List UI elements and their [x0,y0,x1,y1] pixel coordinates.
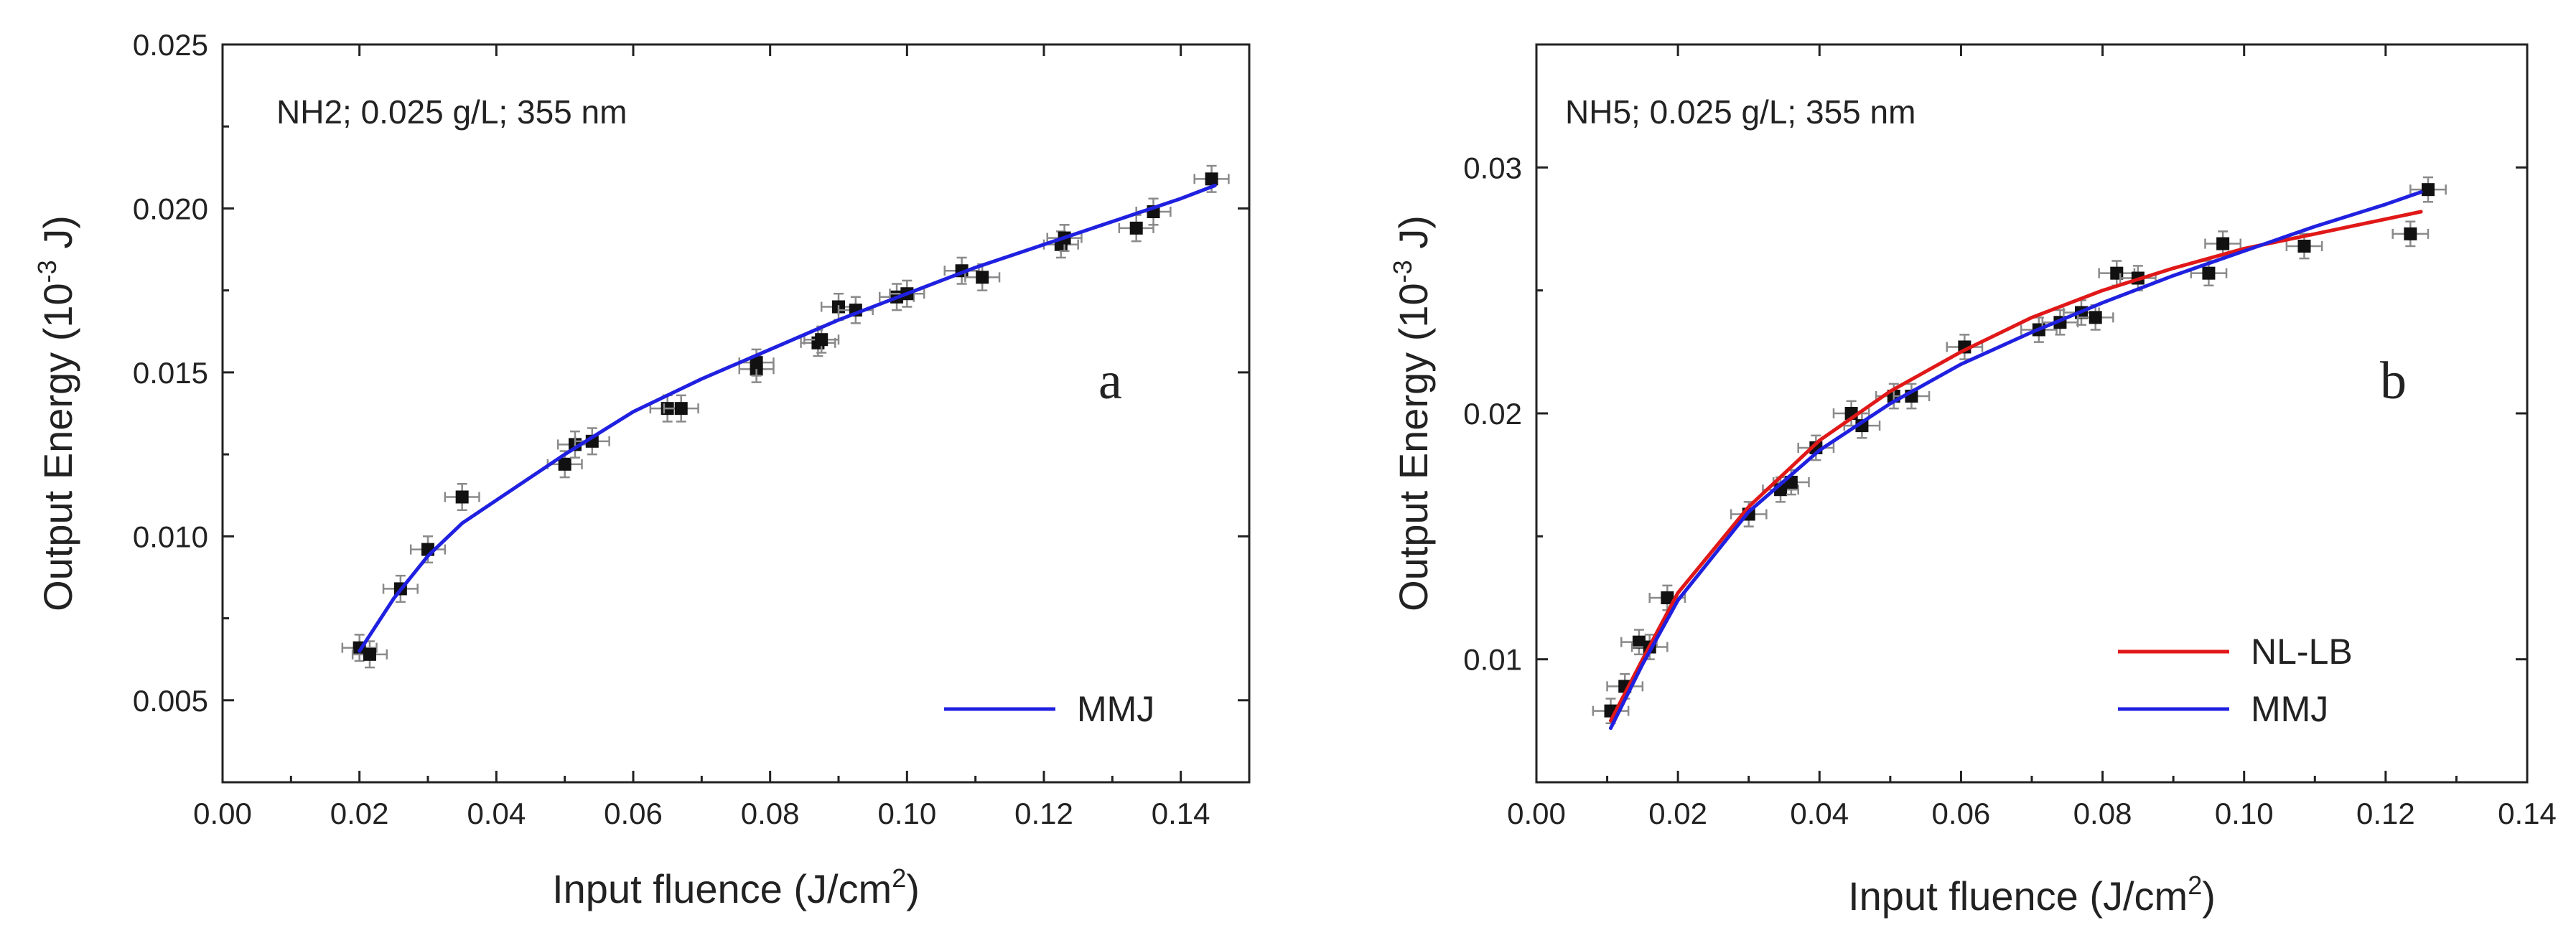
data-point [2297,239,2311,253]
x-tick-label: 0.08 [741,797,800,830]
series-line-mmj [1609,190,2423,731]
y-tick-label: 0.005 [133,684,208,718]
y-tick-label: 0.020 [133,192,208,225]
data-point [558,457,571,471]
x-axis-title-text: Input fluence (J/cm [1848,873,2188,919]
panel-letter: b [2380,352,2407,410]
y-tick-label: 0.02 [1463,397,1522,431]
y-axis-title-text: Output Energy (10 [35,283,80,611]
data-point [1661,591,1674,604]
x-tick-label: 0.14 [1152,797,1210,830]
x-axis-title-tail: ) [906,866,920,911]
legend-label-mmj: MMJ [1077,689,1154,729]
data-point [1205,172,1218,186]
y-tick-label: 0.010 [133,520,208,553]
series-line-nl-lb [1609,210,2423,723]
data-point [815,333,829,347]
data-point [2404,227,2417,240]
legend-label-mmj: MMJ [2251,689,2328,729]
x-tick-label: 0.10 [877,797,936,830]
y-tick-label: 0.03 [1463,151,1522,184]
data-point [2422,183,2435,197]
data-point [1632,635,1646,649]
y-axis-title: Output Energy (10-3 J) [32,215,80,611]
x-tick-label: 0.14 [2498,797,2557,830]
x-tick-label: 0.04 [1790,797,1849,830]
x-axis-title-text: Input fluence (J/cm [552,866,892,911]
data-point [674,402,688,416]
x-tick-label: 0.12 [1014,797,1073,830]
y-tick-label: 0.015 [133,356,208,390]
sample-annotation: NH5; 0.025 g/L; 355 nm [1565,93,1915,131]
data-point [750,356,763,370]
x-axis-title-superscript: 2 [2188,871,2202,900]
x-axis-title-tail: ) [2202,873,2216,919]
y-axis-title-tail: J) [1391,215,1436,260]
x-tick-label: 0.06 [604,797,663,830]
sample-annotation: NH2; 0.025 g/L; 355 nm [276,93,627,131]
plot-frame [1535,43,2529,784]
data-point [976,271,989,284]
x-tick-label: 0.04 [467,797,526,830]
series-line-mmj [358,184,1217,653]
data-point [1129,221,1143,235]
data-point [2216,237,2230,250]
y-axis-title-tail: J) [35,215,80,260]
panel-letter: a [1098,352,1122,410]
data-point [2089,311,2102,324]
data-point [455,490,469,504]
x-axis-title: Input fluence (J/cm2) [552,863,920,911]
legend-label-nl-lb: NL-LB [2251,632,2353,672]
data-point [2202,266,2216,280]
x-tick-label: 0.02 [1648,797,1707,830]
y-tick-label: 0.025 [133,28,208,62]
plot-frame [221,43,1251,784]
x-tick-label: 0.06 [1932,797,1991,830]
chart-panel-b: 0.00 0.02 0.04 0.06 0.08 0.10 0.12 0.14 0.01 0.02… [1388,43,2557,919]
chart-panel-a: 0.00 0.02 0.04 0.06 0.08 0.10 0.12 0.14 0.005 0.0… [32,28,1251,911]
y-tick-label: 0.01 [1463,643,1522,677]
x-tick-label: 0.12 [2356,797,2415,830]
x-tick-label: 0.00 [1507,797,1566,830]
x-axis-title-superscript: 2 [892,863,906,893]
x-tick-label: 0.00 [193,797,252,830]
y-axis-title: Output Energy (10-3 J) [1388,215,1436,611]
x-tick-label: 0.10 [2215,797,2274,830]
x-axis-title: Input fluence (J/cm2) [1848,871,2216,919]
x-tick-label: 0.02 [330,797,389,830]
data-point [363,647,376,661]
y-axis-title-text: Output Energy (10 [1391,283,1436,611]
y-axis-title-superscript: -3 [1388,260,1417,283]
y-axis-title-superscript: -3 [32,260,62,283]
x-tick-label: 0.08 [2073,797,2132,830]
